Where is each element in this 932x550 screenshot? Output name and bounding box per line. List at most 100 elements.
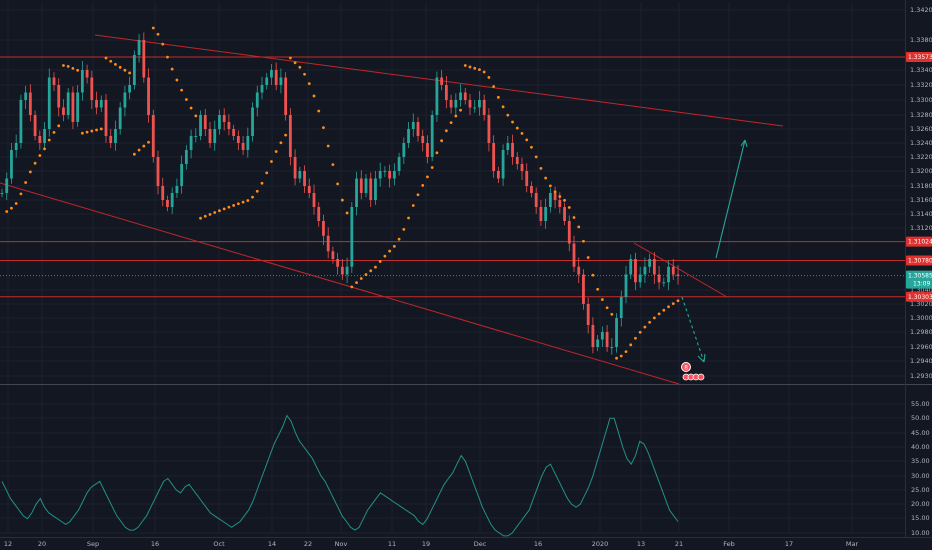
sar-dot — [511, 120, 514, 124]
candle-body — [274, 70, 278, 85]
sar-dot — [62, 64, 65, 67]
parabolic-sar — [5, 26, 680, 360]
price-level-badge[interactable] — [906, 255, 932, 266]
candle-body — [203, 115, 207, 129]
sar-dot — [430, 166, 434, 169]
sar-dot — [33, 161, 37, 165]
candle-body — [501, 150, 505, 179]
candle-body — [241, 143, 245, 150]
candle-body — [624, 274, 628, 297]
candle-body — [548, 193, 552, 207]
candle-body — [383, 171, 387, 172]
indicator-tick-label: 25.00 — [911, 486, 930, 494]
sar-dot — [166, 55, 169, 59]
candle-body — [378, 171, 382, 179]
sar-dot — [236, 202, 240, 206]
sar-dot — [199, 216, 202, 220]
sar-dot — [667, 305, 670, 309]
sar-dot — [610, 312, 614, 316]
candle-body — [534, 193, 538, 207]
candle-body — [10, 150, 13, 179]
sar-dot — [99, 127, 103, 131]
time-tick-label: Mar — [846, 540, 859, 548]
sar-dot — [435, 151, 439, 155]
price-tick-label: 1.30400 — [910, 286, 932, 294]
price-tick-label: 1.29400 — [910, 357, 932, 365]
price-axis[interactable]: 55.00 50.00 45.00 40.00 35.00 30.00 25.00 20.00… — [906, 6, 932, 537]
candle-body — [487, 115, 491, 143]
candle-body — [166, 200, 169, 207]
candle-body — [47, 77, 51, 129]
candle-body — [440, 77, 444, 85]
candle-body — [279, 77, 283, 85]
sar-dot — [104, 56, 108, 60]
candle-body — [473, 107, 477, 109]
sar-dot — [222, 207, 226, 211]
sar-dot — [591, 273, 595, 277]
candle-body — [619, 297, 623, 318]
candle-body — [132, 55, 136, 85]
candle-body — [312, 193, 316, 207]
sar-dot — [525, 138, 529, 142]
event-marker-icon[interactable] — [681, 362, 691, 372]
candle-body — [525, 171, 529, 186]
sar-dot — [544, 176, 548, 180]
sar-dot — [676, 299, 680, 303]
candle-body — [402, 143, 406, 157]
candle-body — [326, 235, 330, 252]
candle-body — [444, 85, 448, 100]
sar-dot — [265, 171, 269, 175]
sar-dot — [114, 62, 117, 66]
sar-dot — [28, 170, 32, 174]
price-tick-label: 1.29600 — [910, 343, 932, 351]
price-level-label: 1.30780 — [908, 258, 932, 265]
candle-body — [482, 100, 486, 115]
sar-dot — [638, 330, 642, 334]
sar-dot — [652, 316, 656, 320]
price-level-badge[interactable] — [906, 291, 932, 302]
candle-body — [128, 85, 132, 93]
sar-dot — [326, 144, 330, 148]
sar-dot — [520, 132, 524, 135]
price-tick-label: 1.33000 — [910, 96, 932, 104]
candle-body — [468, 100, 472, 108]
candle-body — [478, 100, 481, 108]
price-level-badge[interactable] — [906, 236, 932, 247]
trend-lines — [0, 34, 905, 385]
sar-dot — [383, 254, 387, 258]
candle-body — [109, 136, 113, 143]
sar-dot — [132, 152, 136, 156]
sar-dot — [194, 114, 198, 118]
current-price-badge[interactable] — [906, 270, 932, 289]
candle-body — [76, 92, 80, 122]
price-level-badge[interactable] — [906, 52, 932, 63]
indicator-tick-label: 10.00 — [911, 529, 930, 537]
candle-body — [558, 200, 562, 207]
candle-body — [293, 157, 297, 179]
candle-body — [175, 186, 179, 193]
sar-dot — [402, 227, 406, 231]
sar-dot — [643, 325, 647, 329]
time-tick-label: 16 — [151, 540, 159, 548]
sar-dot — [444, 129, 448, 133]
indicator-tick-label: 35.00 — [911, 457, 930, 465]
time-axis[interactable]: 12 20 Sep 16 Oct 14 22 Nov 11 19 Dec 16 2020 13 21 Feb 1… — [4, 540, 859, 548]
sar-dot — [189, 106, 193, 110]
chart-annotations: 8 — [681, 362, 705, 381]
time-tick-label: 19 — [422, 540, 430, 548]
sar-dot — [378, 260, 382, 263]
candle-body — [615, 318, 618, 347]
sar-dot — [109, 59, 113, 63]
candle-body — [80, 70, 84, 93]
candle-body — [374, 178, 377, 200]
candle-body — [638, 274, 642, 283]
sar-dot — [355, 281, 358, 285]
candle-body — [392, 171, 396, 179]
price-tick-label: 1.32200 — [910, 153, 932, 161]
candle-body — [577, 266, 581, 275]
candle-body — [567, 221, 571, 244]
candle-body — [118, 107, 122, 129]
arrow-head — [740, 139, 748, 148]
event-marker-icon[interactable] — [697, 373, 705, 381]
